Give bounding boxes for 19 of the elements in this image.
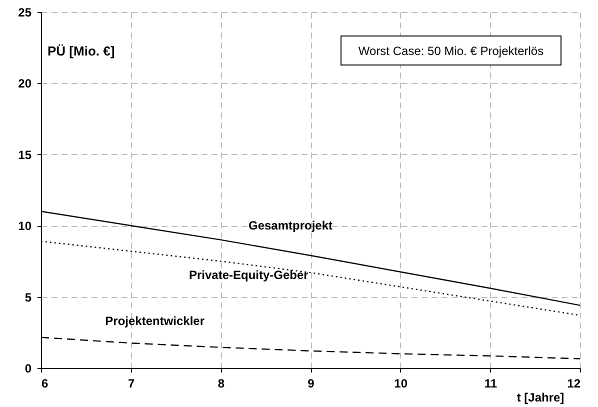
y-tick-label: 5 <box>24 290 32 304</box>
series-label: Projektentwickler <box>105 314 205 328</box>
x-tick-label: 11 <box>484 376 498 390</box>
y-tick-label: 0 <box>24 362 32 376</box>
y-tick-label: 20 <box>18 76 32 91</box>
y-tick-label: 15 <box>18 148 32 162</box>
x-tick-label: 9 <box>308 376 315 390</box>
x-tick-label: 10 <box>394 376 408 390</box>
x-axis-title: t [Jahre] <box>516 390 564 404</box>
y-tick-label: 25 <box>18 6 32 20</box>
annotation: Worst Case: 50 Mio. € Projekterlös <box>358 44 544 58</box>
x-tick-label: 6 <box>42 376 48 390</box>
y-axis-title: PÜ [Mio. €] <box>48 44 115 58</box>
x-tick-label: 8 <box>218 376 225 390</box>
series-label: Gesamtprojekt <box>248 218 333 233</box>
series-label: Private-Equity-Geber <box>188 268 309 282</box>
x-tick-label: 12 <box>567 376 581 390</box>
y-tick-label: 10 <box>18 219 32 234</box>
x-tick-label: 7 <box>128 376 135 390</box>
